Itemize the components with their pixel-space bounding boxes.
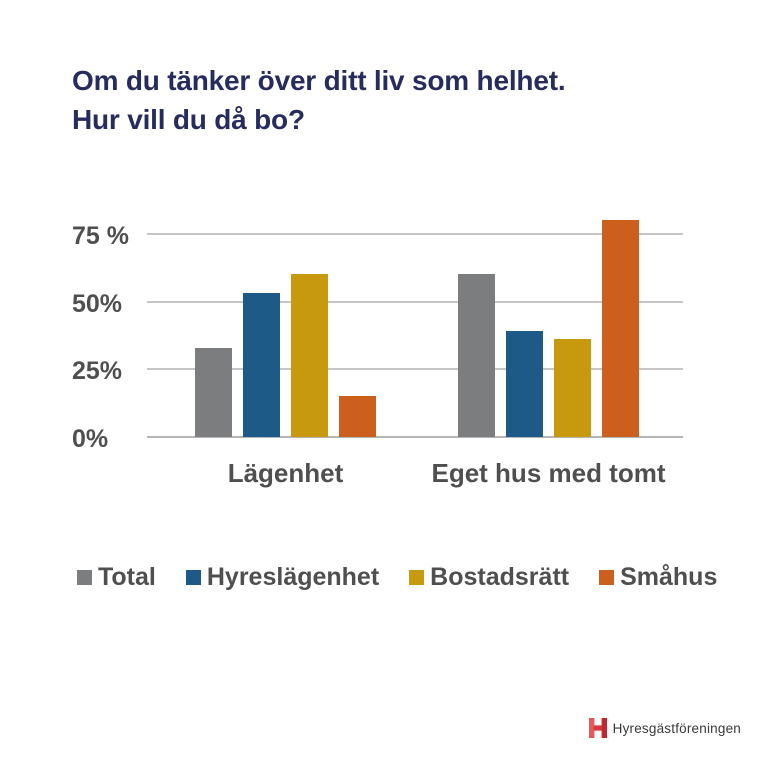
chart-title-line1: Om du tänker över ditt liv som helhet. xyxy=(72,65,566,96)
y-tick-label: 50% xyxy=(72,289,123,318)
y-tick-label: 75 % xyxy=(72,221,129,250)
legend-item-hyreslägenhet: Hyreslägenhet xyxy=(185,563,380,592)
bar-småhus-2 xyxy=(602,220,639,437)
legend-item-småhus: Småhus xyxy=(599,563,717,592)
legend-item-bostadsrätt: Bostadsrätt xyxy=(409,563,569,592)
bar-total-2 xyxy=(458,274,495,437)
bar-bostadsrätt-2 xyxy=(554,339,591,437)
category-label: Lägenhet xyxy=(227,458,344,488)
legend: Total Hyreslägenhet Bostadsrätt Småhus xyxy=(77,563,717,592)
gridline-50pct xyxy=(147,300,683,303)
category-label: Eget hus med tomt xyxy=(431,458,666,488)
bar-hyreslägenhet-2 xyxy=(506,331,543,437)
legend-label: Hyreslägenhet xyxy=(206,563,380,591)
bar-småhus-1 xyxy=(339,396,376,437)
brand-footer: Hyresgästföreningen xyxy=(588,718,741,738)
legend-swatch-icon xyxy=(409,570,425,585)
chart-title: Om du tänker över ditt liv som helhet. H… xyxy=(72,61,712,139)
legend-swatch-icon xyxy=(77,570,92,585)
legend-label: Total xyxy=(98,563,156,591)
plot-area xyxy=(147,211,683,438)
bar-bostadsrätt-1 xyxy=(291,274,328,437)
gridline-75pct xyxy=(147,232,683,235)
hyresgastforeningen-logo-icon xyxy=(588,718,607,738)
bar-hyreslägenhet-1 xyxy=(243,293,280,437)
gridline-25pct xyxy=(147,368,683,371)
bar-total-1 xyxy=(195,348,232,437)
brand-name: Hyresgästföreningen xyxy=(612,720,741,736)
legend-label: Småhus xyxy=(620,563,718,591)
legend-swatch-icon xyxy=(599,570,615,585)
y-tick-label: 25% xyxy=(72,357,123,386)
legend-swatch-icon xyxy=(185,570,201,585)
legend-item-total: Total xyxy=(77,563,156,592)
chart-title-line2: Hur vill du då bo? xyxy=(72,104,305,135)
y-tick-label: 0% xyxy=(72,425,109,453)
legend-label: Bostadsrätt xyxy=(430,563,570,591)
gridline-0pct xyxy=(147,436,683,438)
